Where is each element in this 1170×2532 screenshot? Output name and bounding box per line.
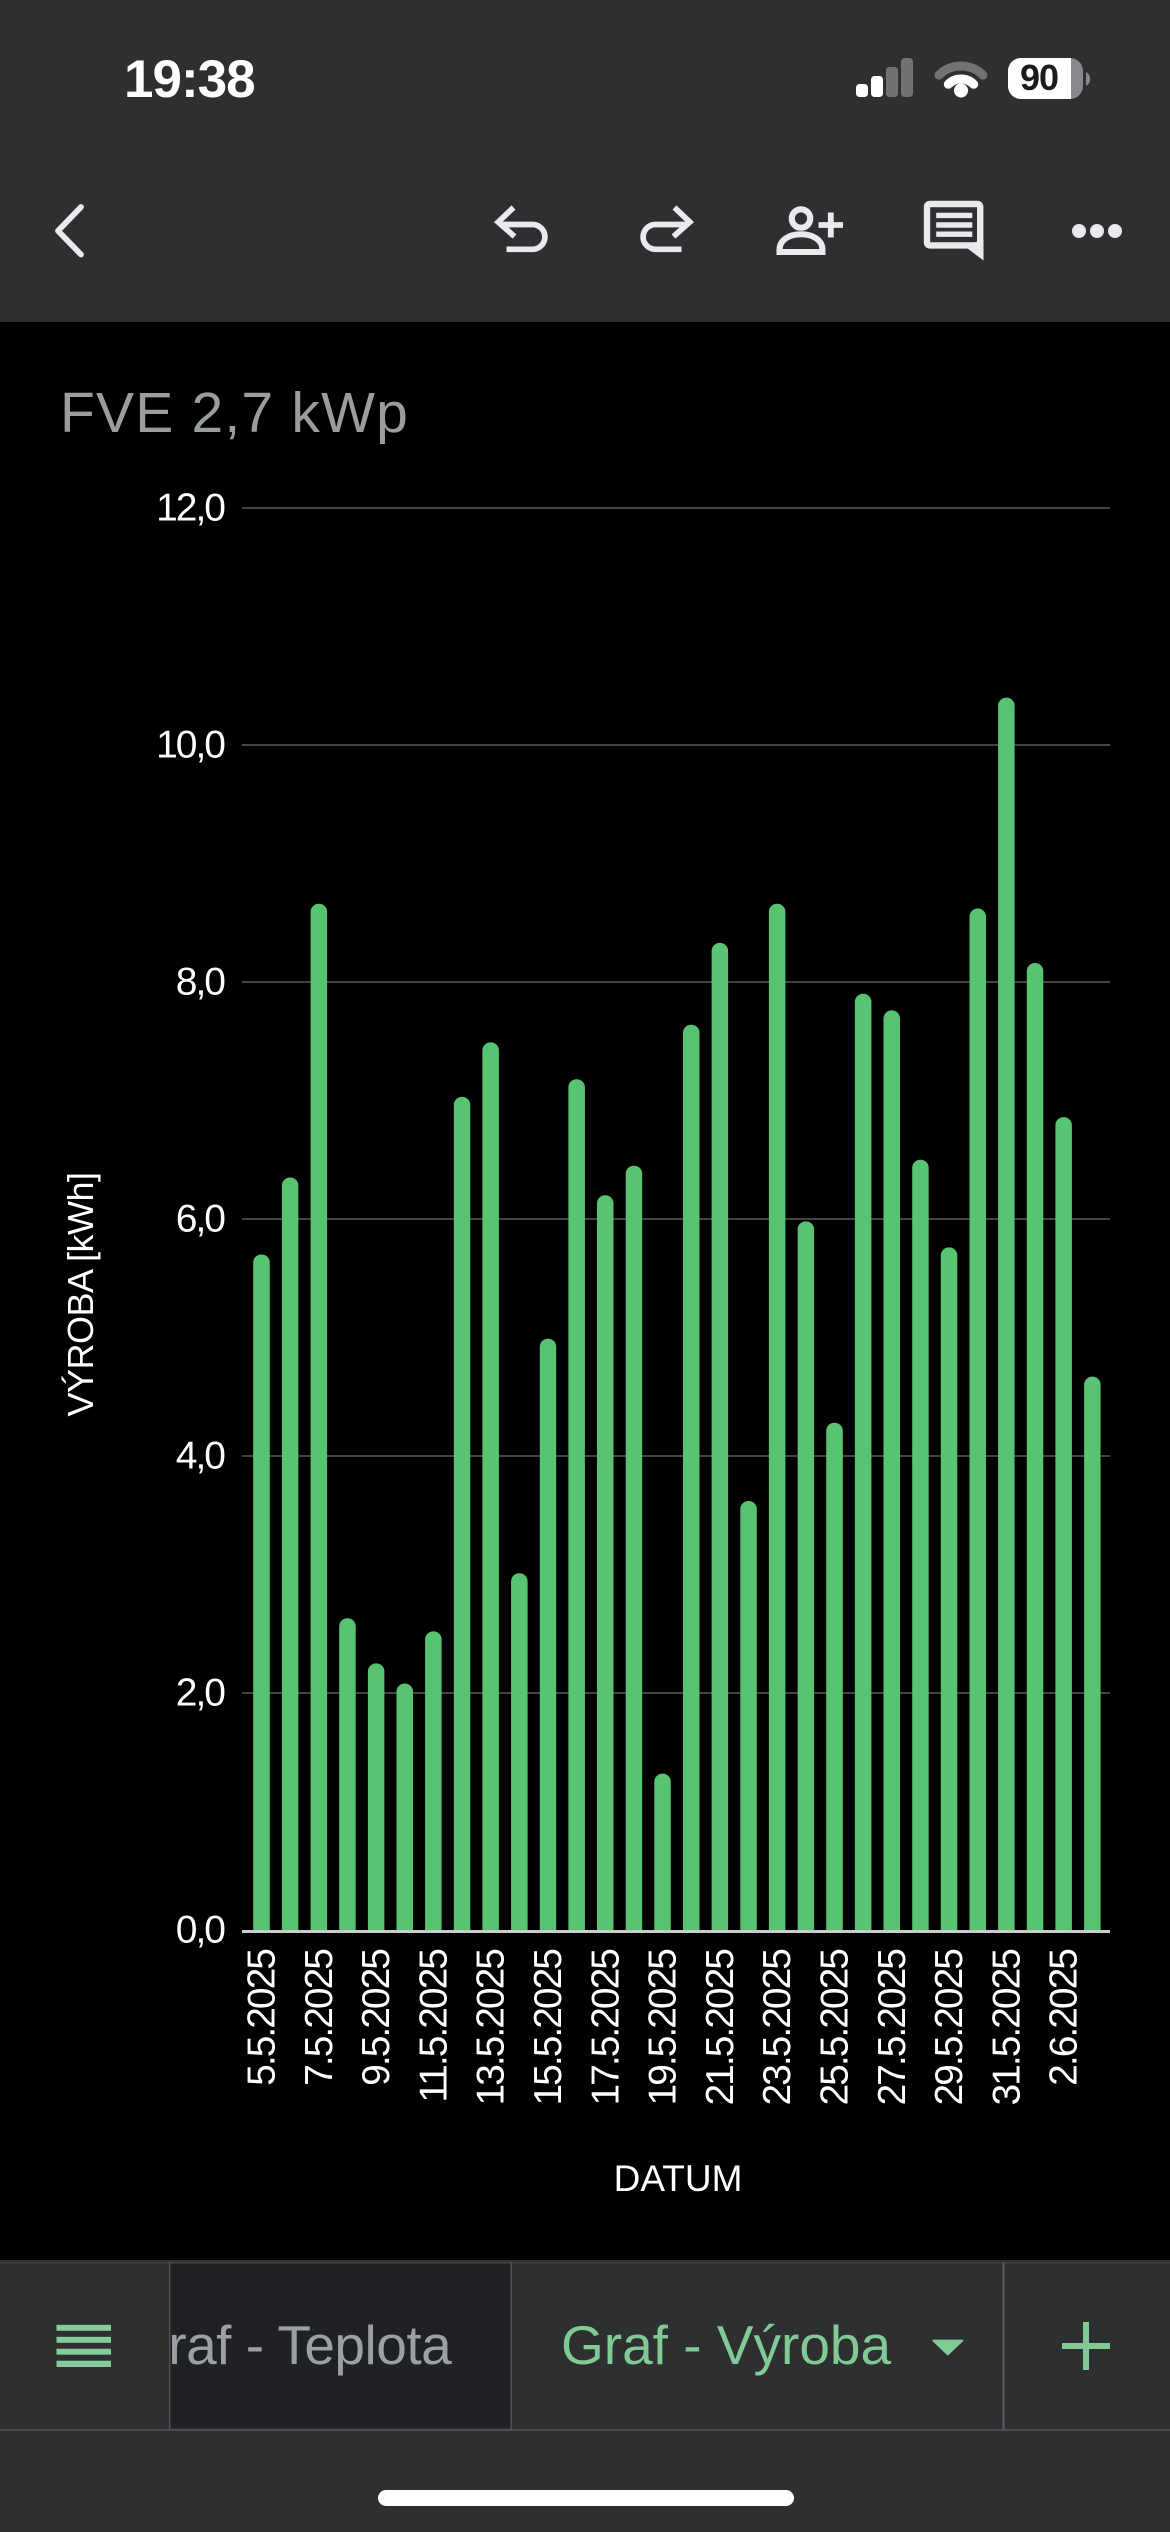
svg-text:17.5.2025: 17.5.2025	[584, 1949, 627, 2106]
svg-text:2,0: 2,0	[176, 1672, 226, 1715]
svg-text:7.5.2025: 7.5.2025	[298, 1949, 341, 2086]
svg-text:0,0: 0,0	[176, 1909, 226, 1952]
svg-text:23.5.2025: 23.5.2025	[756, 1949, 799, 2106]
svg-text:VÝROBA [kWh]: VÝROBA [kWh]	[60, 1172, 101, 1416]
svg-text:2.6.2025: 2.6.2025	[1043, 1949, 1086, 2086]
svg-text:8,0: 8,0	[176, 961, 226, 1004]
svg-text:15.5.2025: 15.5.2025	[527, 1949, 570, 2106]
svg-text:31.5.2025: 31.5.2025	[985, 1949, 1028, 2106]
svg-text:13.5.2025: 13.5.2025	[470, 1949, 513, 2106]
svg-text:5.5.2025: 5.5.2025	[241, 1949, 284, 2086]
svg-text:9.5.2025: 9.5.2025	[355, 1949, 398, 2086]
svg-text:19.5.2025: 19.5.2025	[642, 1949, 685, 2106]
svg-text:21.5.2025: 21.5.2025	[699, 1949, 742, 2106]
svg-text:DATUM: DATUM	[614, 2158, 743, 2199]
svg-text:25.5.2025: 25.5.2025	[814, 1949, 857, 2106]
svg-text:6,0: 6,0	[176, 1198, 226, 1241]
svg-text:4,0: 4,0	[176, 1435, 226, 1478]
svg-text:11.5.2025: 11.5.2025	[412, 1949, 455, 2103]
svg-text:10,0: 10,0	[156, 724, 225, 767]
svg-text:29.5.2025: 29.5.2025	[928, 1949, 971, 2106]
svg-text:FVE 2,7 kWp: FVE 2,7 kWp	[60, 381, 409, 445]
svg-text:19:38: 19:38	[124, 50, 255, 109]
svg-text:12,0: 12,0	[156, 487, 225, 530]
svg-text:Graf - Teplota: Graf - Teplota	[126, 2314, 452, 2376]
svg-text:Graf - Výroba: Graf - Výroba	[561, 2314, 892, 2376]
svg-text:27.5.2025: 27.5.2025	[871, 1949, 914, 2106]
svg-text:90: 90	[1020, 57, 1058, 98]
